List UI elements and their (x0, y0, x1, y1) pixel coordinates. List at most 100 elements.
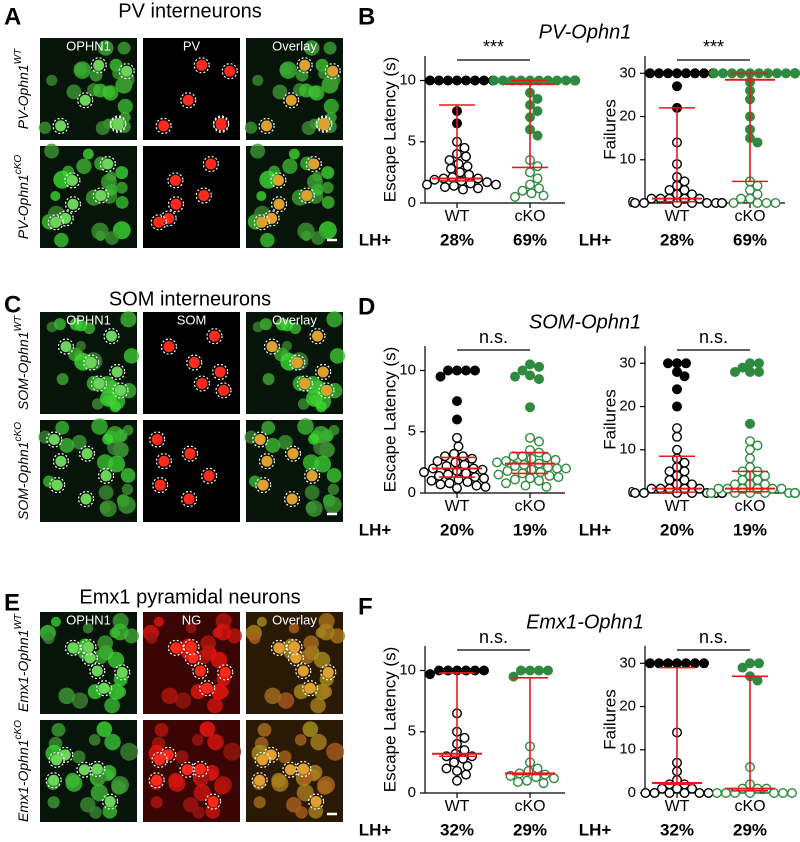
cell (38, 430, 52, 444)
roi-circle (193, 57, 210, 74)
y-axis-label: Escape Latency (s) (380, 57, 399, 203)
roi-circle (202, 155, 219, 173)
data-point (462, 161, 473, 172)
data-point (459, 732, 470, 743)
cell (194, 665, 206, 677)
data-point (672, 366, 683, 377)
cell (248, 632, 261, 645)
column-header: OPHN1 (66, 312, 111, 327)
data-point (752, 440, 763, 451)
data-point (663, 658, 674, 669)
cell (65, 774, 83, 792)
cell (310, 733, 327, 751)
roi-circle (181, 445, 199, 462)
data-point (690, 68, 701, 79)
roi-circle (148, 772, 165, 789)
data-point (525, 359, 536, 370)
data-point (444, 155, 455, 166)
cell (308, 433, 320, 445)
cell (320, 686, 333, 698)
data-point (541, 452, 552, 463)
cell (100, 389, 117, 407)
cell (60, 341, 72, 353)
data-point (479, 665, 490, 676)
cell (96, 721, 113, 738)
data-point (664, 788, 675, 799)
roi-circle (308, 793, 325, 810)
data-point (672, 384, 683, 395)
cell (260, 232, 275, 248)
cell (105, 231, 120, 245)
cell (196, 59, 208, 71)
cell (89, 806, 102, 819)
column-header: Overlay (272, 38, 317, 53)
cell (208, 330, 220, 342)
row-label-text: Emx1-Ophn1 (15, 630, 31, 712)
cell (303, 40, 320, 56)
data-point (426, 475, 437, 486)
roi-circle (151, 751, 168, 768)
data-point (477, 464, 488, 475)
column-header: PV (183, 38, 201, 53)
roi-circle (192, 760, 209, 778)
cell (297, 763, 309, 775)
roi-circle (205, 793, 222, 810)
data-point (452, 414, 463, 425)
cell (306, 389, 323, 407)
data-point (699, 68, 710, 79)
cell (207, 733, 224, 751)
lh-label: LH+ (359, 820, 392, 839)
roi-circle (46, 431, 63, 448)
panel-letter: D (358, 293, 375, 320)
cell (256, 191, 267, 202)
data-point (458, 184, 469, 195)
data-point (663, 68, 674, 79)
data-point (462, 476, 473, 487)
roi-circle (324, 63, 341, 80)
cell (261, 455, 273, 467)
roi-circle (283, 490, 301, 508)
cell (150, 796, 163, 809)
cell (170, 198, 182, 210)
cell (158, 455, 170, 467)
data-point (525, 370, 536, 381)
cell (91, 665, 103, 677)
y-tick-label: 10 (399, 71, 416, 88)
cell (275, 317, 289, 331)
roi-circle (99, 155, 116, 173)
roi-circle (89, 662, 106, 680)
data-point (553, 472, 564, 483)
roi-circle (64, 172, 81, 189)
data-point (538, 778, 549, 789)
data-point (452, 483, 463, 494)
cell (261, 420, 276, 435)
x-tick-label: cKO (514, 208, 545, 225)
cell (296, 784, 314, 802)
roi-circle (287, 649, 304, 667)
cell (66, 174, 78, 186)
roi-circle (150, 214, 167, 231)
x-tick-label: WT (665, 498, 690, 515)
data-point (776, 483, 787, 494)
y-axis-label: Failures (600, 99, 619, 159)
data-point (561, 75, 572, 86)
cell (299, 83, 314, 98)
cell (278, 434, 293, 450)
cell (244, 430, 258, 444)
cell (112, 119, 124, 131)
cell (104, 796, 116, 808)
roi-circle (295, 662, 312, 680)
cell (120, 311, 137, 328)
data-point (718, 68, 729, 79)
cell (266, 341, 278, 353)
cell (299, 377, 311, 389)
data-point (706, 488, 717, 499)
roi-circle (64, 639, 81, 656)
lh-label: LH+ (359, 230, 392, 249)
x-tick-label: cKO (514, 798, 545, 815)
roi-circle (52, 453, 70, 470)
y-axis-label: Failures (600, 689, 619, 749)
cell (295, 68, 309, 82)
cell (91, 222, 109, 240)
lh-value: 19% (513, 520, 547, 539)
